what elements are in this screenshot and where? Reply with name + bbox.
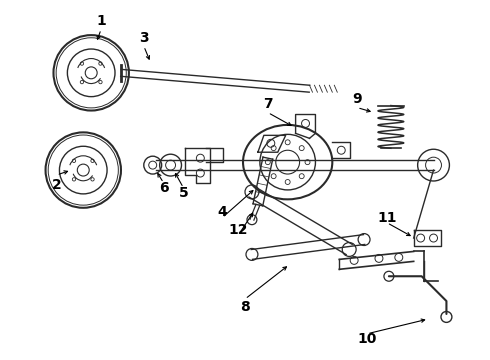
Text: 12: 12 — [228, 222, 248, 237]
Text: 5: 5 — [178, 186, 188, 200]
Text: 2: 2 — [51, 178, 61, 192]
Text: 1: 1 — [96, 14, 106, 28]
Text: 7: 7 — [263, 96, 272, 111]
Text: 8: 8 — [240, 300, 250, 314]
Text: 4: 4 — [217, 205, 227, 219]
Text: 11: 11 — [377, 211, 396, 225]
Text: 10: 10 — [357, 332, 377, 346]
Text: 3: 3 — [139, 31, 148, 45]
Text: 9: 9 — [352, 92, 362, 105]
Text: 6: 6 — [159, 181, 169, 195]
